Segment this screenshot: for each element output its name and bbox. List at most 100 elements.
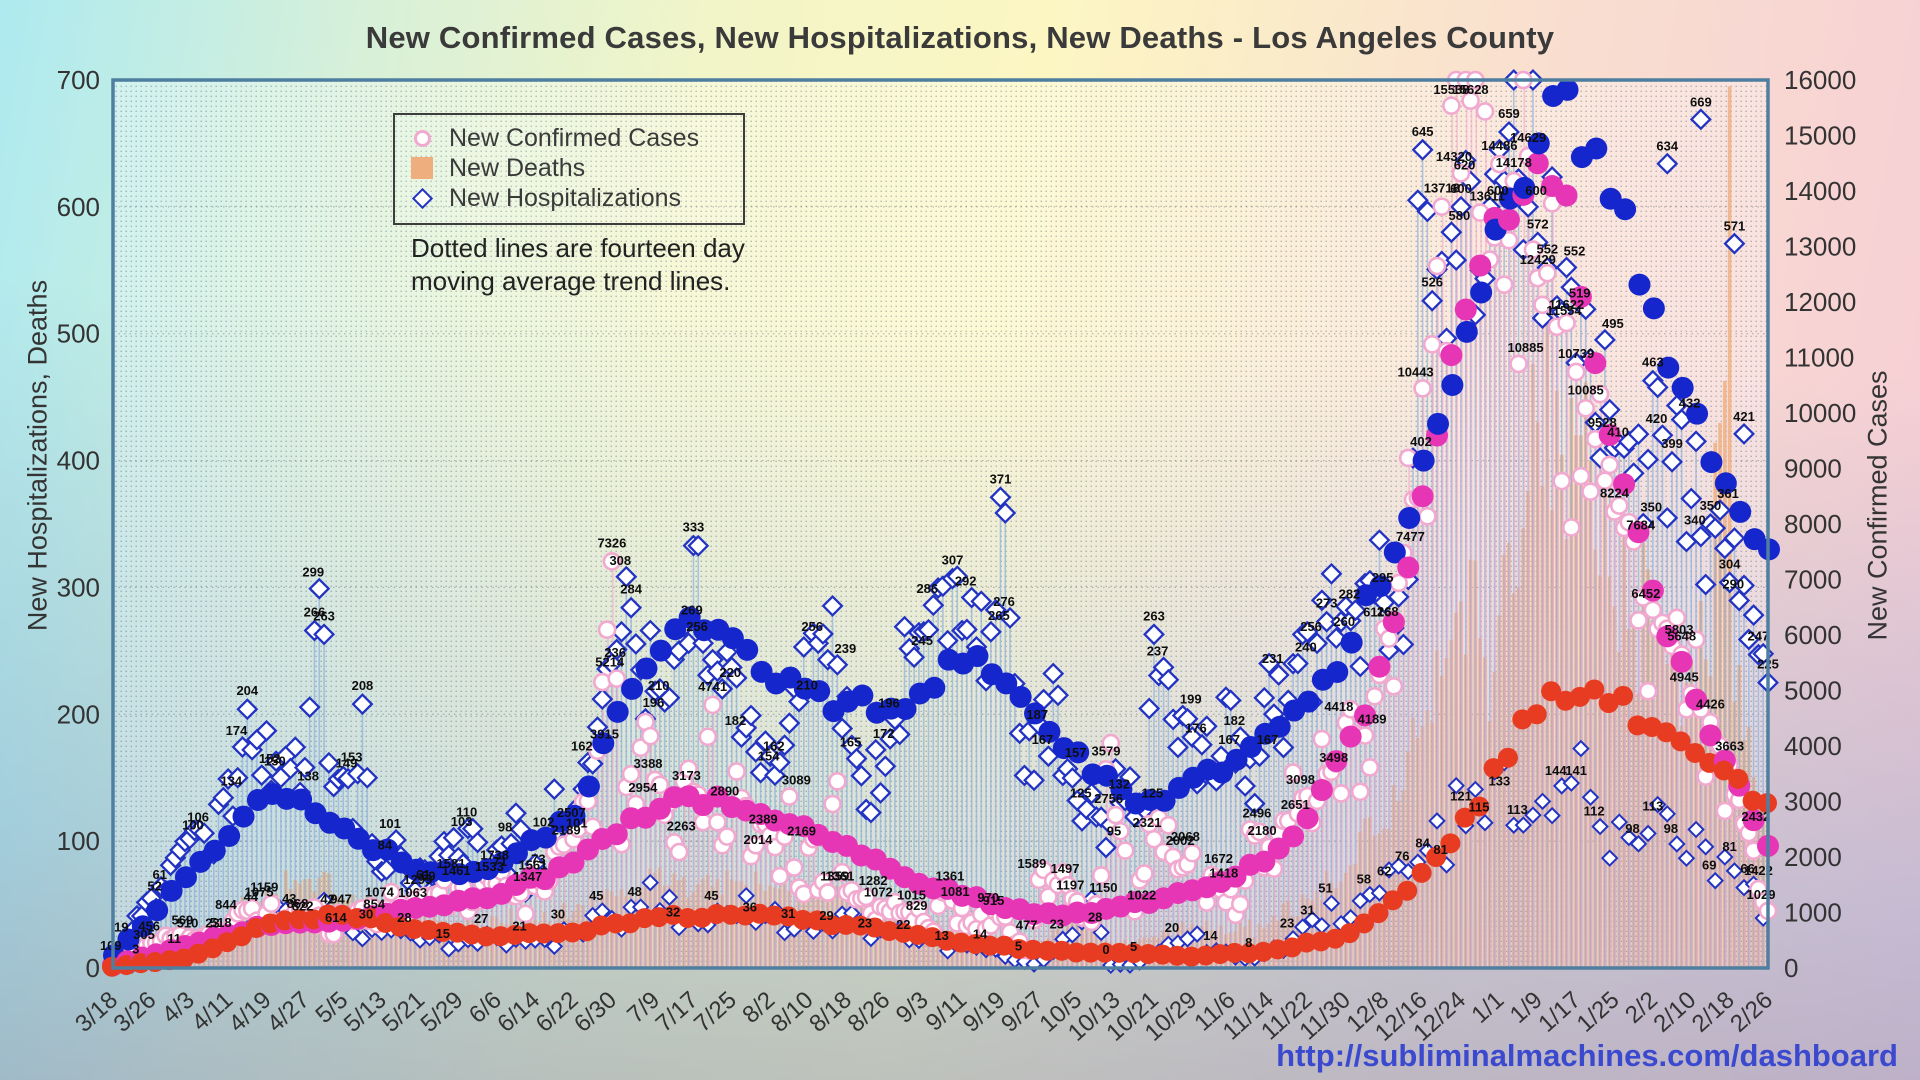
svg-text:1361: 1361 — [935, 868, 964, 883]
svg-text:14: 14 — [973, 927, 988, 942]
svg-text:23: 23 — [1280, 916, 1294, 931]
svg-text:1581: 1581 — [437, 856, 466, 871]
svg-text:45: 45 — [589, 888, 603, 903]
svg-text:11622: 11622 — [1549, 297, 1584, 312]
svg-text:402: 402 — [1410, 434, 1432, 449]
svg-text:2/26: 2/26 — [1725, 986, 1778, 1037]
svg-text:256: 256 — [686, 619, 708, 634]
svg-text:23: 23 — [858, 915, 872, 930]
svg-text:2321: 2321 — [1133, 815, 1162, 830]
svg-text:103: 103 — [451, 814, 473, 829]
svg-text:10085: 10085 — [1568, 382, 1604, 397]
svg-text:620: 620 — [1454, 157, 1476, 172]
svg-text:371: 371 — [990, 471, 1012, 486]
cases-circle-icon — [409, 129, 435, 147]
left-axis-title: New Hospitalizations, Deaths — [22, 279, 53, 632]
svg-text:829: 829 — [906, 898, 928, 913]
svg-text:113: 113 — [1642, 799, 1663, 814]
svg-text:1359: 1359 — [820, 869, 849, 884]
svg-text:101: 101 — [379, 816, 401, 831]
svg-text:2189: 2189 — [552, 823, 581, 838]
svg-text:42: 42 — [320, 891, 334, 906]
svg-text:1672: 1672 — [1204, 851, 1233, 866]
svg-text:13: 13 — [934, 928, 948, 943]
svg-text:4189: 4189 — [1358, 712, 1387, 727]
svg-text:947: 947 — [330, 891, 352, 906]
svg-text:23: 23 — [1050, 916, 1064, 931]
svg-text:2180: 2180 — [1248, 823, 1277, 838]
svg-text:915: 915 — [983, 893, 1005, 908]
svg-text:3098: 3098 — [1286, 772, 1315, 787]
svg-text:14320: 14320 — [1436, 149, 1472, 164]
svg-text:340: 340 — [1684, 513, 1706, 528]
chart-title: New Confirmed Cases, New Hospitalization… — [365, 20, 1555, 55]
svg-text:187: 187 — [1026, 707, 1048, 722]
svg-text:3000: 3000 — [1784, 787, 1842, 817]
svg-text:100: 100 — [57, 826, 100, 856]
svg-text:2000: 2000 — [1784, 842, 1842, 872]
legend-item-cases: New Confirmed Cases — [409, 123, 729, 153]
svg-text:62: 62 — [1377, 863, 1391, 878]
svg-text:1589: 1589 — [1017, 856, 1046, 871]
svg-text:102: 102 — [533, 815, 555, 830]
svg-text:868: 868 — [287, 896, 309, 911]
svg-text:6000: 6000 — [1784, 620, 1842, 650]
svg-text:307: 307 — [942, 553, 964, 568]
svg-text:5: 5 — [1130, 939, 1137, 954]
legend-item-deaths: New Deaths — [409, 153, 729, 183]
svg-text:0: 0 — [86, 953, 100, 983]
svg-text:208: 208 — [352, 678, 374, 693]
svg-text:8/26: 8/26 — [843, 986, 896, 1037]
svg-text:84: 84 — [378, 838, 393, 853]
svg-text:2507: 2507 — [557, 805, 586, 820]
svg-text:410: 410 — [1607, 424, 1629, 439]
svg-text:552: 552 — [1564, 244, 1586, 259]
legend-label-hospitalizations: New Hospitalizations — [449, 183, 682, 212]
svg-text:172: 172 — [873, 726, 895, 741]
svg-text:14: 14 — [1203, 928, 1218, 943]
svg-text:519: 519 — [1569, 285, 1591, 300]
svg-text:240: 240 — [1295, 640, 1317, 655]
svg-text:204: 204 — [236, 683, 258, 698]
svg-text:12000: 12000 — [1784, 287, 1856, 317]
svg-text:1015: 1015 — [897, 888, 926, 903]
moving-average-note: Dotted lines are fourteen day moving ave… — [411, 232, 745, 298]
svg-text:237: 237 — [1147, 643, 1169, 658]
svg-text:290: 290 — [1722, 577, 1744, 592]
svg-text:21: 21 — [512, 918, 526, 933]
svg-text:73: 73 — [531, 851, 545, 866]
svg-text:4/27: 4/27 — [262, 986, 315, 1037]
svg-text:58: 58 — [1357, 872, 1371, 887]
svg-text:420: 420 — [1646, 411, 1668, 426]
svg-text:11: 11 — [167, 931, 181, 946]
svg-text:69: 69 — [1702, 858, 1716, 873]
svg-text:22: 22 — [896, 917, 910, 932]
svg-text:134: 134 — [220, 774, 242, 789]
svg-text:31: 31 — [781, 906, 795, 921]
svg-text:10739: 10739 — [1558, 346, 1594, 361]
svg-text:98: 98 — [1625, 821, 1639, 836]
svg-text:66: 66 — [1740, 861, 1754, 876]
svg-text:15628: 15628 — [1453, 82, 1489, 97]
svg-text:162: 162 — [763, 738, 785, 753]
svg-text:11000: 11000 — [1784, 343, 1854, 373]
svg-text:822: 822 — [292, 898, 314, 913]
svg-text:1422: 1422 — [1744, 863, 1773, 878]
svg-text:4000: 4000 — [1784, 731, 1842, 761]
svg-text:121: 121 — [1450, 789, 1472, 804]
dashboard-url-link[interactable]: http://subliminalmachines.com/dashboard — [1276, 1038, 1898, 1073]
svg-text:10000: 10000 — [1784, 398, 1856, 428]
svg-text:2014: 2014 — [744, 832, 774, 847]
svg-text:81: 81 — [1722, 839, 1736, 854]
svg-text:23: 23 — [205, 915, 219, 930]
svg-text:52: 52 — [147, 878, 161, 893]
svg-text:5648: 5648 — [1667, 629, 1696, 644]
svg-text:5/29: 5/29 — [416, 986, 469, 1037]
chart-legend: New Confirmed Cases New Deaths New Hospi… — [393, 113, 745, 225]
svg-text:61: 61 — [416, 867, 430, 882]
svg-text:1361: 1361 — [825, 868, 854, 883]
svg-text:854: 854 — [363, 897, 385, 912]
svg-text:10443: 10443 — [1398, 364, 1434, 379]
svg-text:4741: 4741 — [698, 679, 727, 694]
